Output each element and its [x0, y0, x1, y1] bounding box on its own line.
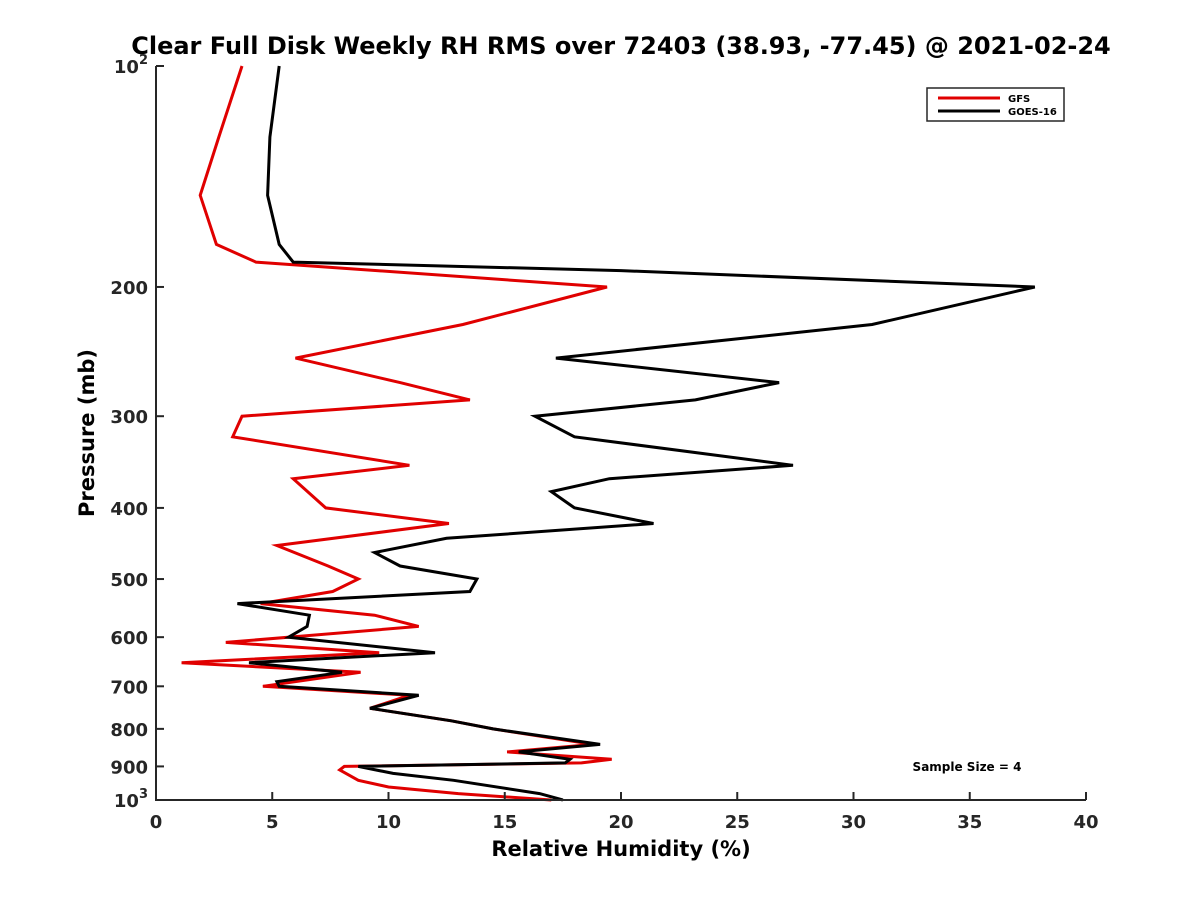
x-tick-label: 25: [725, 812, 750, 833]
x-tick-label: 5: [266, 812, 279, 833]
series-line-goes-16: [237, 65, 1036, 802]
x-tick-label: 15: [492, 812, 517, 833]
legend-label-gfs: GFS: [1008, 94, 1030, 105]
y-tick-label: 200: [110, 278, 148, 299]
y-tick-label: 300: [110, 407, 148, 428]
legend: GFS GOES-16: [926, 87, 1065, 122]
x-tick-label: 40: [1073, 812, 1098, 833]
x-tick-label: 0: [150, 812, 163, 833]
x-tick-label: 10: [376, 812, 401, 833]
x-tick-label: 35: [957, 812, 982, 833]
ticks: 0 5 10 15 20 25 30 35 40 102 200 300 400 500 600 700 800…: [110, 53, 1098, 833]
legend-label-goes-16: GOES-16: [1008, 107, 1057, 118]
y-tick-label: 500: [110, 570, 148, 591]
chart-title: Clear Full Disk Weekly RH RMS over 72403…: [131, 32, 1111, 60]
x-tick-label: 20: [608, 812, 633, 833]
x-axis-label: Relative Humidity (%): [491, 837, 750, 861]
sample-size-annotation: Sample Size = 4: [913, 760, 1022, 774]
y-tick-label: 700: [110, 677, 148, 698]
y-tick-label: 400: [110, 499, 148, 520]
legend-box: [926, 87, 1065, 122]
y-axis-label: Pressure (mb): [75, 349, 99, 517]
y-tick-label: 900: [110, 757, 148, 778]
y-tick-label: 102: [114, 53, 148, 78]
plot-series: [181, 65, 1036, 802]
y-tick-label: 103: [114, 787, 148, 812]
y-tick-label: 800: [110, 720, 148, 741]
y-tick-label: 600: [110, 628, 148, 649]
x-tick-label: 30: [841, 812, 866, 833]
